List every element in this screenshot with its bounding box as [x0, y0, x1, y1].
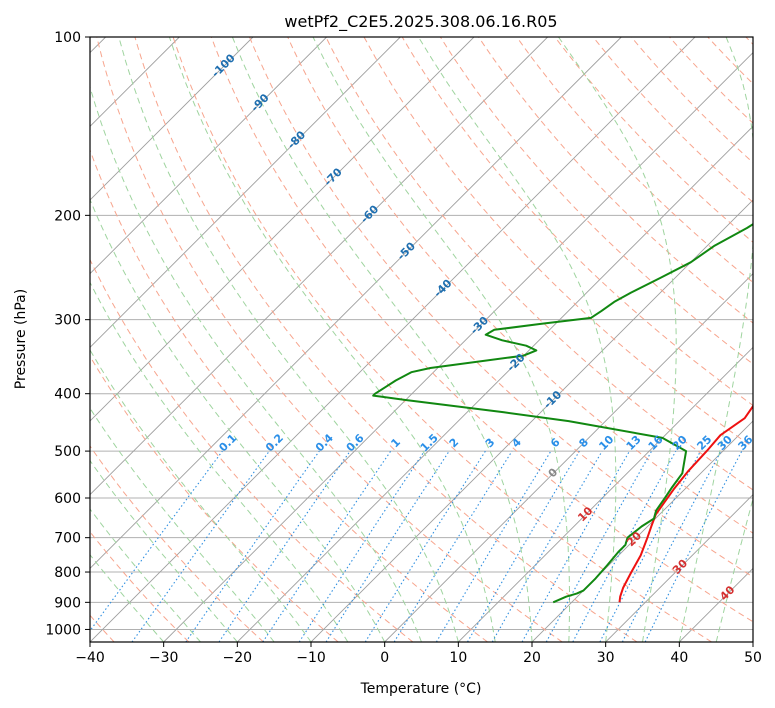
dry-adiabat-line: [325, 37, 753, 491]
dry-adiabat-line: [592, 37, 753, 203]
dry-adiabat-line: [401, 37, 753, 406]
x-axis-label: Temperature (°C): [360, 681, 482, 697]
mixing-ratio-line: [364, 450, 486, 642]
isotherm-line: [90, 37, 327, 275]
moist-adiabat-line: [90, 508, 201, 642]
mixing-ratio-line: [491, 450, 603, 642]
mixing-ratio-line: [467, 450, 580, 642]
x-tick-label: 50: [744, 650, 762, 666]
isotherm-line: [458, 346, 753, 642]
isotherm-line: [752, 641, 753, 642]
axis-ticks: −40 −30 −20 −10 0 10 20 30 40 50 100 200 300 400 500 60…: [45, 30, 762, 666]
dry-adiabat-line: [478, 37, 753, 324]
mixing-ratio-line: [185, 450, 320, 642]
moist-adiabat-line: [231, 37, 533, 642]
mixing-ratio-line: [131, 450, 270, 642]
mixing-ratio-line: [572, 450, 677, 642]
y-axis-label: Pressure (hPa): [13, 289, 29, 389]
dry-adiabat-line: [90, 258, 414, 642]
moist-adiabat-line: [417, 37, 617, 642]
y-tick-label: 400: [54, 387, 81, 403]
dry-adiabat-line: [210, 37, 753, 623]
mixing-ratio-line: [325, 450, 450, 642]
temperature-profile: [618, 403, 753, 603]
chart-title: wetPf2_C2E5.2025.308.06.16.R05: [284, 12, 557, 32]
isotherm-line: [531, 420, 753, 642]
dry-adiabat-line: [516, 37, 753, 284]
moist-adiabat-line: [90, 349, 312, 642]
dry-adiabat-line: [134, 37, 638, 642]
x-tick-label: 0: [380, 650, 389, 666]
isotherm-line: [605, 494, 753, 642]
dry-adiabat-line: [249, 37, 753, 578]
mixing-ratio-line: [90, 450, 223, 632]
moist-adiabat-line: [90, 85, 422, 642]
isotherm-line: [90, 37, 548, 496]
y-tick-label: 100: [54, 30, 81, 46]
isotherm-line: [384, 273, 753, 642]
isotherm-line: [90, 37, 696, 642]
moist-adiabat-line: [752, 640, 753, 642]
dry-adiabat-line: [363, 37, 753, 448]
moist-adiabat-line: [90, 198, 386, 642]
dry-adiabat-line: [172, 37, 712, 642]
isotherm-line: [90, 37, 622, 569]
isotherm-line: [237, 125, 753, 642]
dewpoint-profile: [372, 223, 753, 604]
dry-adiabat-line: [287, 37, 753, 534]
isotherm-line: [163, 52, 753, 642]
moist-adiabat-line: [312, 37, 570, 642]
y-tick-label: 900: [54, 595, 81, 611]
moist-adiabat-line: [558, 37, 677, 642]
y-tick-label: 1000: [45, 622, 81, 638]
mixing-ratio-line: [393, 450, 513, 642]
y-tick-label: 300: [54, 313, 81, 329]
moist-adiabat-line: [90, 459, 238, 642]
x-tick-label: −20: [223, 650, 253, 666]
x-tick-label: −40: [75, 650, 105, 666]
moist-adiabat-line: [90, 553, 165, 642]
dry-adiabat-line: [90, 445, 264, 642]
x-tick-label: 10: [449, 650, 467, 666]
background-lines: [90, 37, 753, 642]
mixing-ratio-line: [521, 450, 630, 642]
mixing-ratio-line: [545, 450, 653, 642]
mixing-ratio-line: [218, 450, 351, 642]
y-tick-label: 200: [54, 208, 81, 224]
x-tick-label: 30: [597, 650, 615, 666]
moist-adiabat-line: [168, 37, 496, 642]
series-layer: [372, 223, 753, 604]
x-tick-label: −30: [149, 650, 179, 666]
moist-adiabat-line: [90, 407, 275, 642]
y-tick-label: 800: [54, 565, 81, 581]
isotherm-line: [90, 37, 475, 422]
moist-adiabat-line: [90, 281, 349, 642]
moist-adiabat-line: [715, 496, 753, 642]
x-tick-label: 20: [523, 650, 541, 666]
y-tick-label: 700: [54, 531, 81, 547]
y-tick-label: 600: [54, 491, 81, 507]
plot-background: [90, 37, 753, 642]
x-tick-label: 40: [670, 650, 688, 666]
dry-adiabat-line: [96, 37, 563, 642]
plot-frame: [89, 36, 754, 643]
moist-adiabat-line: [118, 37, 459, 642]
isotherm-line: [310, 199, 753, 642]
mixing-ratio-line: [435, 450, 552, 642]
x-tick-label: −10: [296, 650, 326, 666]
isotherm-line: [90, 37, 254, 201]
moist-adiabat-line: [678, 37, 753, 642]
dry-adiabat-line: [630, 37, 753, 164]
y-tick-label: 500: [54, 444, 81, 460]
